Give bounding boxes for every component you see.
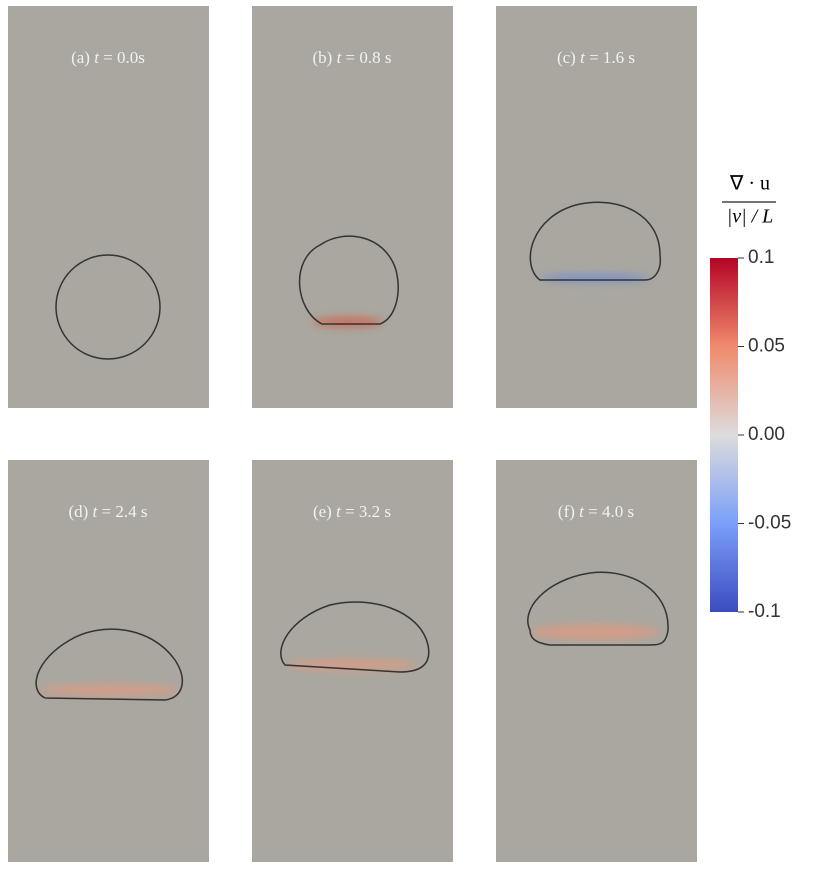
label-part: (d)	[68, 502, 88, 521]
panel-label: (c) t = 1.6 s	[557, 48, 635, 67]
label-part: (e)	[313, 502, 332, 521]
panel	[496, 6, 697, 408]
label-part: t	[336, 502, 342, 521]
label-part: = 4.0 s	[588, 502, 634, 521]
colorbar-tick-label: -0.05	[748, 513, 791, 534]
bubble-outline	[35, 628, 184, 701]
bubble-outline	[280, 601, 430, 673]
panel-label: (e) t = 3.2 s	[313, 502, 391, 521]
bubble-outline	[527, 571, 669, 646]
label-part: t	[93, 502, 99, 521]
label-part: = 0.0s	[103, 48, 145, 67]
panel-label: (d) t = 2.4 s	[68, 502, 147, 521]
label-part: (b)	[312, 48, 332, 67]
panel	[8, 6, 209, 408]
label-part: = 3.2 s	[345, 502, 391, 521]
label-part: t	[337, 48, 343, 67]
halos	[40, 274, 660, 696]
label-part: (a)	[71, 48, 90, 67]
colorbar-tick-label: 0.05	[748, 336, 785, 357]
colorbar	[710, 258, 738, 612]
colorbar-tick-label: -0.1	[748, 601, 781, 622]
panel-label: (f) t = 4.0 s	[558, 502, 634, 521]
label-part: = 1.6 s	[589, 48, 635, 67]
bubble-outline	[529, 201, 662, 281]
colorbar-numerator: ∇ · u	[729, 173, 770, 195]
colorbar-tick-label: 0.00	[748, 424, 785, 445]
bubbles	[35, 201, 669, 701]
panels: (a) t = 0.0s (b) t = 0.8 s (c) t = 1.6 s (d…	[8, 6, 697, 862]
colorbar-denominator: |v| / L	[727, 206, 774, 228]
label-part: t	[94, 48, 100, 67]
label-part: = 0.8 s	[346, 48, 392, 67]
colorbar-tick-label: 0.1	[748, 247, 774, 268]
label-part: (c)	[557, 48, 576, 67]
panel	[496, 460, 697, 862]
label-part: t	[580, 48, 586, 67]
bubble-outline	[298, 235, 399, 325]
panel-label: (a) t = 0.0s	[71, 48, 145, 67]
label-part: = 2.4 s	[102, 502, 148, 521]
label-part: t	[579, 502, 585, 521]
label-part: (f)	[558, 502, 575, 521]
panel-label: (b) t = 0.8 s	[312, 48, 391, 67]
bubble-outline	[55, 254, 161, 360]
panel	[252, 6, 453, 408]
